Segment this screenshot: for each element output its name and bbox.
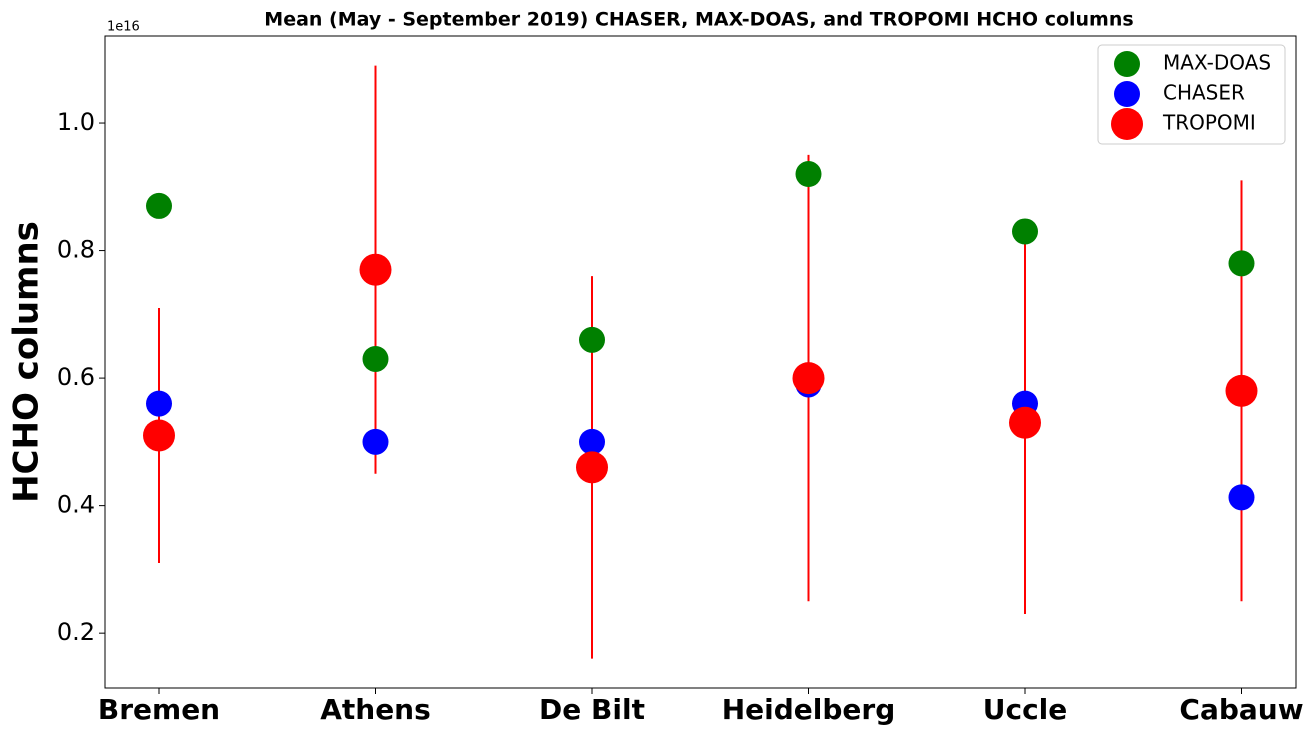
x-tick-label: Bremen xyxy=(98,693,220,726)
point xyxy=(576,451,608,484)
point xyxy=(1012,218,1038,245)
legend-label: CHASER xyxy=(1163,81,1245,105)
point xyxy=(1225,374,1258,407)
legend-label: MAX-DOAS xyxy=(1163,51,1271,75)
y-tick-label: 0.4 xyxy=(57,491,95,519)
point xyxy=(146,390,172,417)
point xyxy=(1228,250,1255,277)
point xyxy=(795,161,822,188)
legend-label: TROPOMI xyxy=(1162,111,1256,135)
point xyxy=(579,428,605,455)
point xyxy=(1228,484,1255,511)
legend-box xyxy=(1097,44,1286,145)
legend-marker xyxy=(1111,108,1143,140)
x-tick-label: Heidelberg xyxy=(722,693,896,726)
plot-frame xyxy=(104,35,1297,689)
point xyxy=(143,419,175,452)
y-tick-label: 1.0 xyxy=(57,108,95,136)
legend-marker xyxy=(1114,51,1140,77)
point xyxy=(362,345,389,372)
point xyxy=(359,253,392,286)
y-offset-label: 1e16 xyxy=(107,20,140,35)
point xyxy=(1009,406,1041,439)
point xyxy=(579,326,605,353)
x-tick-label: Uccle xyxy=(983,693,1068,726)
point xyxy=(362,428,389,455)
chart-title: Mean (May - September 2019) CHASER, MAX-… xyxy=(264,9,1133,31)
y-tick-label: 0.6 xyxy=(57,363,95,391)
y-tick-label: 0.8 xyxy=(57,236,95,264)
point xyxy=(146,192,172,219)
y-axis-label: HCHO columns xyxy=(7,221,47,503)
x-tick-label: De Bilt xyxy=(539,693,645,726)
legend-marker xyxy=(1114,81,1140,107)
point xyxy=(792,362,825,395)
x-tick-label: Cabauw xyxy=(1179,693,1303,726)
y-tick-label: 0.2 xyxy=(57,618,95,646)
x-tick-label: Athens xyxy=(320,693,431,726)
